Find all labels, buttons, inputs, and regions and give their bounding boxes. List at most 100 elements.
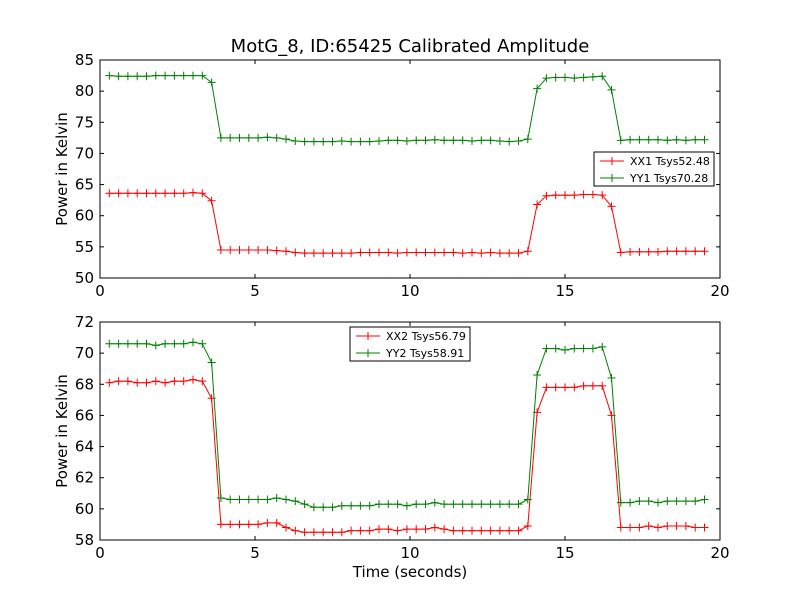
x-tick-label: 10 (400, 544, 419, 562)
data-point (375, 136, 383, 145)
data-point (672, 135, 681, 144)
data-point (114, 72, 123, 81)
data-point (514, 526, 523, 535)
data-point (514, 249, 523, 258)
chart-panel-bottom: 0 5 10 15 20 58 60 62 64 66 68 70 72 Power in Kelvin T… (53, 313, 730, 581)
data-point (300, 137, 309, 146)
x-tick-label: 0 (95, 544, 105, 562)
data-point (328, 528, 337, 537)
data-point (282, 523, 290, 532)
data-point (151, 341, 160, 350)
data-point (644, 135, 653, 144)
data-point (663, 521, 672, 530)
data-point (449, 500, 458, 509)
data-point (570, 191, 579, 200)
data-point (319, 528, 328, 537)
data-point (337, 249, 346, 258)
y-tick-label: 60 (75, 500, 94, 518)
data-point (523, 247, 532, 256)
data-point (384, 500, 393, 509)
data-point (421, 136, 430, 145)
y-tick-label: 58 (75, 531, 94, 549)
data-point (477, 500, 486, 509)
data-point (616, 248, 625, 257)
data-point (505, 249, 514, 258)
legend-label: XX1 Tsys52.48 (630, 155, 710, 168)
data-point (309, 137, 318, 146)
x-tick-label: 10 (400, 282, 419, 300)
data-point (328, 249, 337, 258)
data-point (254, 495, 263, 504)
data-point (161, 189, 170, 198)
data-point (244, 520, 253, 529)
data-point (300, 249, 309, 258)
data-point (430, 523, 439, 532)
y-tick-label: 68 (75, 375, 94, 393)
data-point (663, 136, 672, 145)
data-point (430, 498, 439, 507)
data-point (644, 247, 653, 256)
data-point (365, 526, 374, 535)
data-point (235, 133, 244, 142)
data-point (626, 523, 635, 532)
data-point (319, 249, 328, 258)
data-point (700, 523, 709, 532)
x-tick-label: 5 (250, 282, 260, 300)
data-point (691, 497, 700, 506)
data-point (402, 248, 411, 257)
y-tick-label: 62 (75, 469, 94, 487)
data-point (691, 523, 700, 532)
data-point (551, 344, 560, 353)
data-point (505, 500, 514, 509)
data-point (579, 344, 588, 353)
data-point (542, 344, 551, 353)
data-point (356, 248, 365, 257)
data-point (663, 497, 672, 506)
data-point (263, 495, 272, 504)
data-point (114, 339, 123, 348)
x-tick-label: 5 (250, 544, 260, 562)
data-point (514, 136, 523, 145)
data-point (291, 497, 300, 506)
data-point (161, 339, 170, 348)
legend-marker (608, 174, 616, 182)
data-point (598, 191, 607, 200)
data-point (421, 500, 430, 509)
data-point (561, 383, 569, 392)
data-point (226, 245, 235, 254)
data-point (254, 245, 263, 254)
data-point (282, 135, 290, 144)
data-point (142, 339, 151, 348)
data-point (607, 85, 616, 94)
data-point (598, 72, 607, 81)
data-point (114, 377, 123, 386)
data-point (216, 520, 225, 529)
data-point (440, 136, 449, 145)
data-point (495, 136, 504, 145)
data-point (654, 498, 662, 507)
data-point (626, 247, 635, 256)
data-point (561, 73, 569, 82)
data-point (244, 133, 253, 142)
data-point (123, 72, 132, 81)
data-point (309, 528, 318, 537)
data-point (598, 381, 607, 390)
chart-title: MotG_8, ID:65425 Calibrated Amplitude (231, 36, 590, 57)
data-point (551, 73, 560, 82)
data-point (570, 344, 579, 353)
y-axis-label: Power in Kelvin (53, 374, 71, 488)
data-point (170, 71, 179, 80)
data-point (254, 133, 263, 142)
data-point (579, 190, 588, 199)
data-point (700, 135, 709, 144)
data-point (347, 249, 356, 258)
data-point (365, 501, 374, 510)
data-point (663, 247, 672, 256)
data-point (468, 526, 476, 535)
data-point (542, 74, 551, 83)
data-point (226, 495, 235, 504)
data-point (291, 248, 300, 257)
data-point (328, 137, 337, 146)
y-tick-label: 75 (75, 113, 94, 131)
data-point (300, 500, 309, 509)
